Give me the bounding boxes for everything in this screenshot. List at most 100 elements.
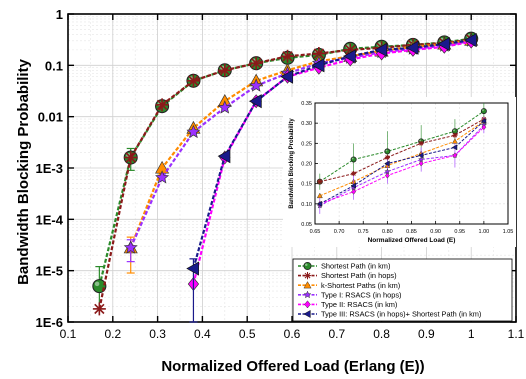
y-tick-label: 1 (56, 7, 63, 22)
inset-data-point (350, 182, 356, 189)
inset-data-point (451, 144, 458, 151)
data-point (186, 261, 199, 276)
data-point (218, 63, 232, 77)
data-point (374, 42, 388, 57)
legend-label: k-Shortest Paths (in km) (321, 281, 400, 290)
x-tick-label: 0.5 (239, 327, 256, 341)
data-point (123, 240, 138, 254)
data-point (249, 56, 263, 70)
inset-series-2 (317, 116, 487, 185)
x-tick-label: 0.2 (104, 327, 121, 341)
inset-data-point (384, 160, 390, 167)
x-tick-label: 0.6 (284, 327, 301, 341)
data-point (437, 36, 450, 52)
x-tick-label: 1 (468, 327, 475, 341)
legend-label: Shortest Path (in km) (321, 262, 390, 271)
inset-x-tick-label: 0.80 (382, 229, 393, 235)
y-tick-label: 1E-5 (36, 264, 63, 279)
data-point (311, 58, 325, 73)
inset-x-axis-label: Normalized Offered Load (E) (368, 237, 456, 244)
inset-data-point (317, 179, 323, 185)
legend-box (292, 258, 513, 322)
y-axis-label: Bandwidth Blocking Probability (15, 58, 32, 285)
data-point (217, 100, 232, 114)
legend-entry: Type I: RSACS (in hops) (298, 290, 402, 299)
inset-data-point (384, 148, 391, 155)
series-6 (186, 33, 477, 323)
inset-y-tick-label: 0.05 (301, 222, 312, 228)
legend-marker (303, 309, 311, 319)
legend-label: Shortest Path (in hops) (321, 271, 397, 280)
legend-entry: Type II: RSACS (in km) (298, 300, 397, 309)
x-tick-label: 0.4 (194, 327, 211, 341)
legend-entry: Shortest Path (in km) (298, 262, 390, 271)
x-tick-label: 0.1 (60, 327, 77, 341)
data-point (249, 78, 264, 92)
series-line (129, 39, 472, 249)
legend: Shortest Path (in km)Shortest Path (in h… (292, 258, 513, 322)
inset-data-point (316, 200, 323, 207)
legend-entry: k-Shortest Paths (in km) (298, 281, 400, 290)
inset-data-point (452, 152, 458, 159)
x-tick-label: 0.8 (373, 327, 390, 341)
inset-y-tick-label: 0.15 (301, 182, 312, 188)
data-point (92, 302, 106, 316)
data-point (343, 49, 356, 64)
legend-label: Type III: RSACS (in hops)+ Shortest Path… (321, 310, 481, 319)
y-tick-label: 0.1 (45, 58, 63, 73)
inset-data-point (481, 124, 487, 131)
inset-x-tick-label: 0.85 (406, 229, 417, 235)
x-tick-label: 0.3 (149, 327, 166, 341)
inset-series-line (319, 110, 485, 183)
data-point (155, 98, 169, 112)
inset-series-6 (316, 118, 487, 207)
inset-data-point (384, 154, 390, 161)
inset-y-tick-label: 0.20 (301, 162, 312, 168)
inset-x-tick-label: 0.90 (430, 229, 441, 235)
legend-marker (303, 290, 312, 299)
inset-y-tick-label: 0.10 (301, 202, 312, 208)
y-tick-label: 1E-3 (36, 161, 63, 176)
legend-marker (303, 261, 312, 270)
inset-x-tick-label: 1.00 (479, 229, 490, 235)
data-point (155, 170, 170, 184)
x-tick-label: 0.7 (328, 327, 345, 341)
inset-data-point (351, 170, 357, 177)
data-point (124, 151, 138, 165)
inset-data-point (480, 108, 487, 115)
inset-data-point (452, 132, 458, 138)
data-point (217, 149, 231, 164)
data-point (281, 49, 295, 63)
inset-data-point (350, 156, 357, 163)
inset-x-tick-label: 0.95 (454, 229, 465, 235)
inset-data-point (351, 188, 356, 195)
inset-x-tick-label: 0.70 (334, 229, 345, 235)
inset-background (283, 97, 516, 247)
inset-series-line (319, 126, 485, 205)
legend-label: Type I: RSACS (in hops) (321, 290, 402, 299)
inset-data-point (418, 140, 424, 146)
inset-data-point (384, 172, 390, 179)
inset-y-tick-label: 0.30 (301, 121, 312, 127)
inset-x-tick-label: 1.05 (503, 229, 514, 235)
data-point (464, 33, 477, 48)
y-tick-label: 1E-4 (36, 212, 64, 227)
x-tick-label: 0.9 (418, 327, 435, 341)
data-point (312, 47, 326, 61)
inset-series-line (319, 120, 485, 205)
legend-entry: Shortest Path (in hops) (298, 271, 397, 280)
inset-y-axis-label: Bandwidth Blocking Probability (289, 118, 295, 209)
inset-data-point (418, 152, 424, 159)
x-tick-label: 1.1 (508, 327, 525, 341)
data-point (186, 74, 200, 88)
inset-series-line (319, 124, 485, 207)
inset-data-point (480, 118, 487, 125)
inset-plot: 0.65 0.70 0.75 0.80 0.85 0.90 0.95 1.00 1.05 0.05… (283, 97, 516, 247)
legend-marker (303, 272, 312, 280)
x-axis-label: Normalized Offered Load (Erlang (E)) (161, 358, 424, 375)
inset-series-5 (317, 124, 487, 207)
inset-data-point (418, 160, 424, 167)
data-point (280, 69, 294, 84)
legend-marker (303, 281, 312, 289)
